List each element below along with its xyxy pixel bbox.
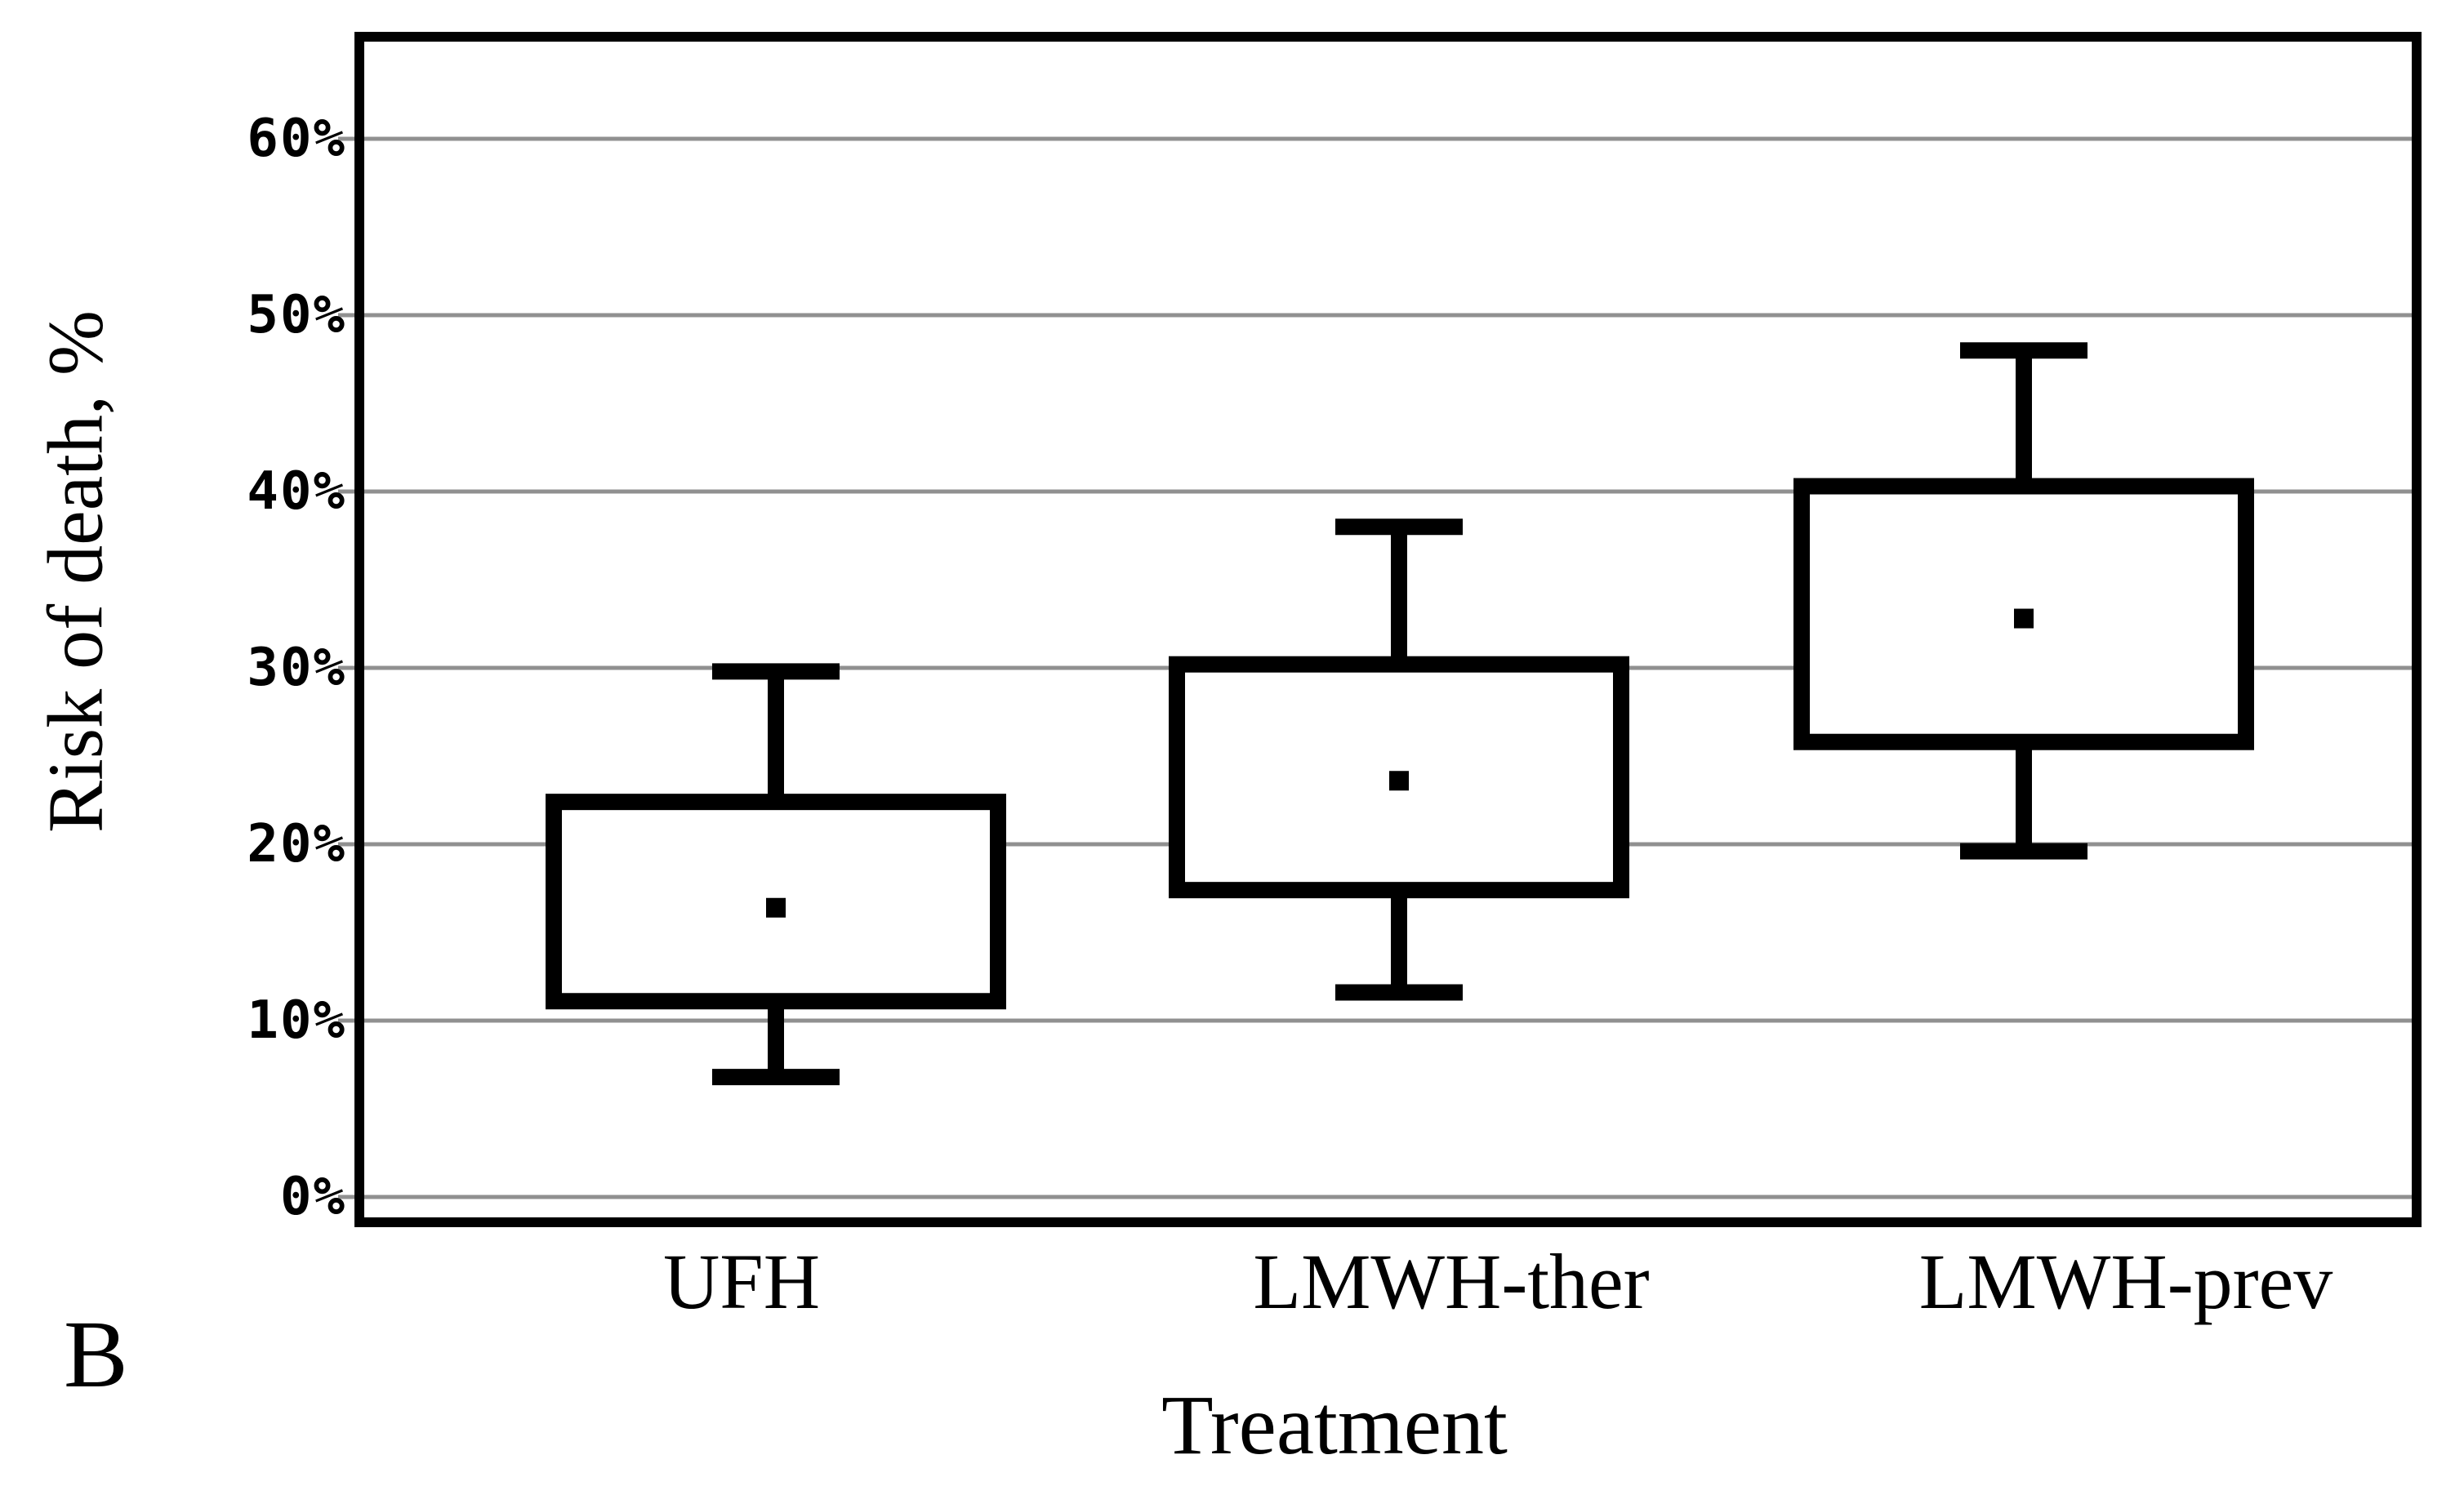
x-tick-label-ufh: UFH bbox=[662, 1238, 821, 1325]
y-axis-title: Risk of death, % bbox=[31, 310, 119, 833]
y-tick-label-30: 30% bbox=[247, 638, 346, 698]
y-tick-label-0: 0% bbox=[279, 1167, 346, 1227]
y-tick-label-50: 50% bbox=[247, 285, 346, 345]
mean-marker-UFH bbox=[766, 897, 786, 918]
mean-marker-LMWH-ther bbox=[1389, 771, 1409, 791]
x-tick-label-lmwh-prev: LMWH-prev bbox=[1918, 1238, 2333, 1325]
plot-frame bbox=[354, 32, 2422, 1227]
x-axis-title: Treatment bbox=[1161, 1378, 1508, 1472]
x-tick-label-lmwh-ther: LMWH-ther bbox=[1253, 1238, 1650, 1325]
y-tick-label-20: 20% bbox=[247, 814, 346, 874]
panel-label: B bbox=[64, 1301, 128, 1408]
y-tick-label-10: 10% bbox=[247, 990, 346, 1051]
y-tick-label-60: 60% bbox=[247, 109, 346, 169]
y-tick-label-40: 40% bbox=[247, 461, 346, 522]
mean-marker-LMWH-prev bbox=[2014, 608, 2034, 629]
